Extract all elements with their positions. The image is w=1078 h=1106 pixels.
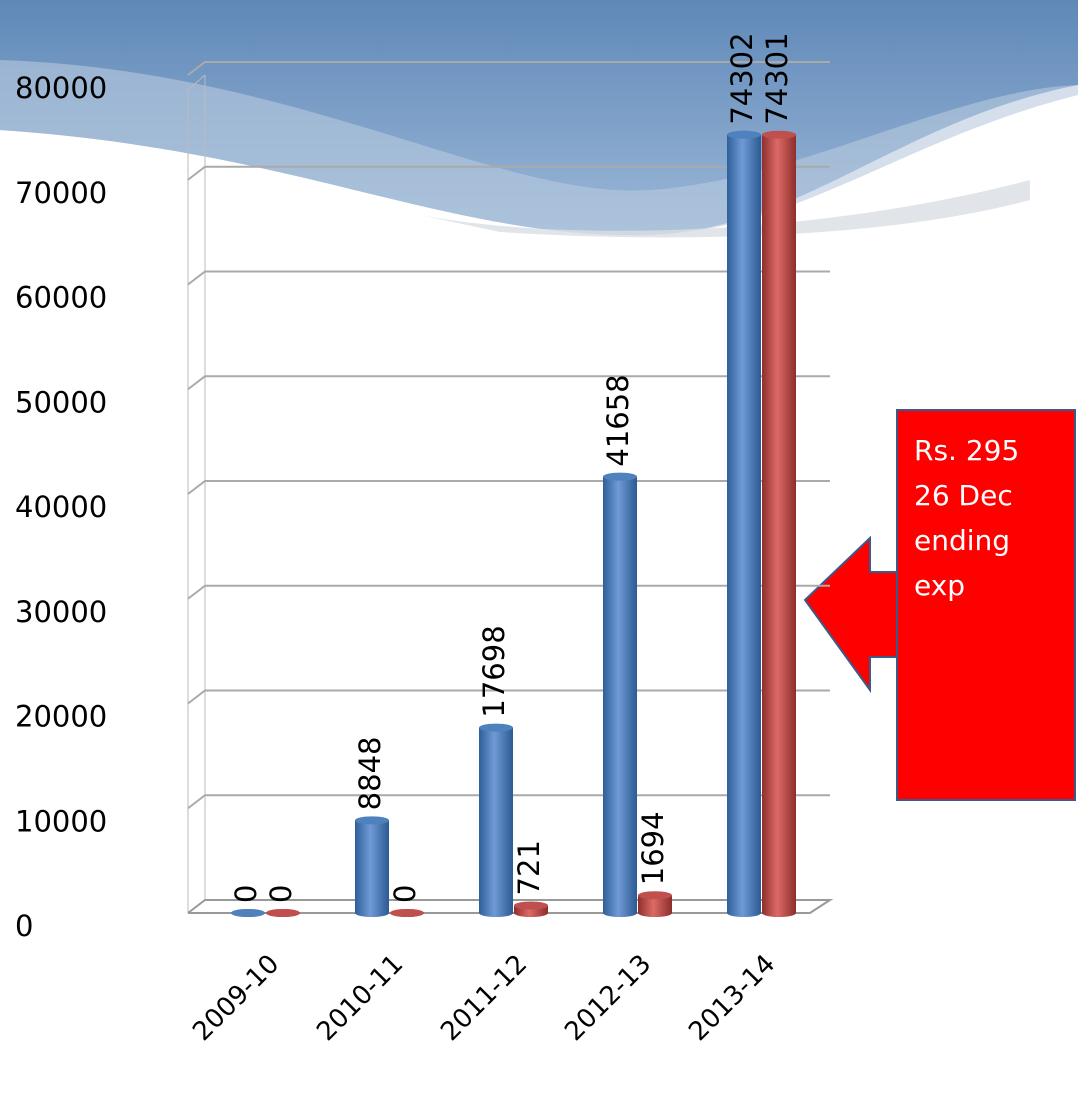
bar-cap <box>762 130 796 139</box>
bar-base <box>638 909 672 917</box>
bar-base <box>355 909 389 917</box>
bar-cap <box>514 901 548 910</box>
header-wave-light <box>0 60 1078 236</box>
bar <box>727 134 761 914</box>
bar <box>479 727 513 913</box>
axis-wall <box>187 74 206 914</box>
bar-cap <box>355 816 389 825</box>
x-tick-label: 2011-12 <box>435 949 533 1047</box>
y-tick-label: 10000 <box>15 804 107 838</box>
y-tick-label: 70000 <box>15 176 107 210</box>
y-tick-label: 0 <box>15 909 33 943</box>
value-label: 1694 <box>636 811 670 885</box>
bar <box>355 820 389 913</box>
y-tick-label: 60000 <box>15 281 107 315</box>
value-label: 0 <box>388 885 422 903</box>
value-label: 721 <box>512 840 546 895</box>
value-label: 74301 <box>760 32 794 124</box>
grid-line <box>187 899 834 914</box>
x-tick-label: 2010-11 <box>311 949 409 1047</box>
x-tick-label: 2009-10 <box>187 949 285 1047</box>
bar <box>638 895 672 913</box>
callout-box <box>896 409 1076 801</box>
bar-cap <box>638 891 672 900</box>
y-tick-label: 30000 <box>15 595 107 629</box>
bar-cap <box>231 909 265 917</box>
x-tick-label: 2013-14 <box>683 949 781 1047</box>
value-label: 41658 <box>601 374 635 466</box>
bar-base <box>727 909 761 917</box>
bar-cap <box>266 909 300 917</box>
bar-cap <box>603 472 637 481</box>
bar-cap <box>479 723 513 732</box>
y-tick-label: 20000 <box>15 700 107 734</box>
bar-cap <box>390 909 424 917</box>
x-tick-label: 2012-13 <box>559 949 657 1047</box>
bar-cap <box>727 130 761 139</box>
grid-line <box>187 61 830 76</box>
grid-line <box>187 165 830 181</box>
header-wave-gray <box>420 180 1030 238</box>
value-label: 0 <box>229 885 263 903</box>
value-label: 0 <box>264 885 298 903</box>
bar-base <box>479 909 513 917</box>
value-label: 8848 <box>353 737 387 811</box>
grid-line <box>187 375 830 391</box>
bar <box>603 476 637 913</box>
value-label: 74302 <box>725 32 759 124</box>
y-tick-label: 40000 <box>15 490 107 524</box>
y-tick-label: 50000 <box>15 385 107 419</box>
callout-text: Rs. 29526 Dec ending exp <box>914 434 1020 602</box>
y-tick-label: 80000 <box>15 71 107 105</box>
bar <box>762 134 796 913</box>
bar-base <box>514 909 548 917</box>
callout-arrow <box>803 535 898 694</box>
grid-line <box>187 270 830 286</box>
bar-base <box>762 909 796 917</box>
value-label: 17698 <box>477 625 511 717</box>
bar-base <box>603 909 637 917</box>
